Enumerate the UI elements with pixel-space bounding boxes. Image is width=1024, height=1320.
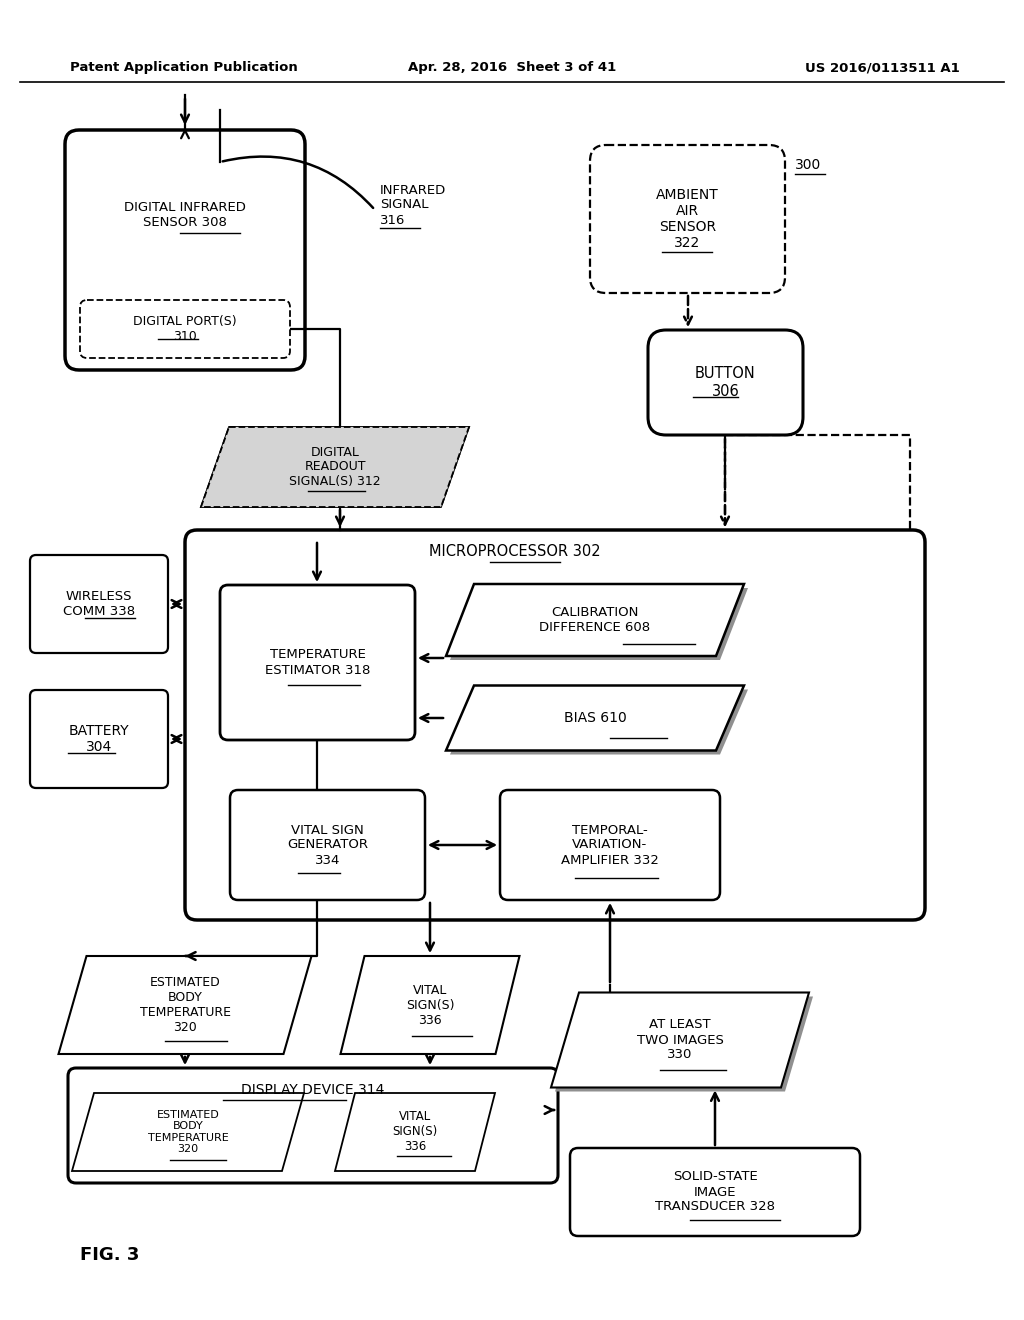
Text: 300: 300 (795, 158, 821, 172)
Text: DIGITAL PORT(S)
310: DIGITAL PORT(S) 310 (133, 315, 237, 343)
Text: WIRELESS
COMM 338: WIRELESS COMM 338 (62, 590, 135, 618)
Polygon shape (335, 1093, 495, 1171)
Text: BATTERY
304: BATTERY 304 (69, 723, 129, 754)
Text: DIGITAL
READOUT
SIGNAL(S) 312: DIGITAL READOUT SIGNAL(S) 312 (289, 446, 381, 488)
Text: BIAS 610: BIAS 610 (563, 711, 627, 725)
FancyBboxPatch shape (30, 690, 168, 788)
Polygon shape (450, 587, 748, 660)
Text: Patent Application Publication: Patent Application Publication (70, 62, 298, 74)
Polygon shape (201, 426, 469, 507)
Text: CALIBRATION
DIFFERENCE 608: CALIBRATION DIFFERENCE 608 (540, 606, 650, 634)
Text: BUTTON
306: BUTTON 306 (695, 366, 756, 399)
Polygon shape (446, 685, 744, 751)
Text: TEMPERATURE
ESTIMATOR 318: TEMPERATURE ESTIMATOR 318 (265, 648, 371, 676)
Polygon shape (72, 1093, 304, 1171)
FancyBboxPatch shape (230, 789, 425, 900)
Polygon shape (450, 689, 748, 755)
Polygon shape (551, 993, 809, 1088)
Polygon shape (201, 426, 469, 507)
Text: Apr. 28, 2016  Sheet 3 of 41: Apr. 28, 2016 Sheet 3 of 41 (408, 62, 616, 74)
Polygon shape (555, 997, 813, 1092)
Text: FIG. 3: FIG. 3 (80, 1246, 139, 1265)
FancyBboxPatch shape (220, 585, 415, 741)
FancyBboxPatch shape (68, 1068, 558, 1183)
FancyBboxPatch shape (590, 145, 785, 293)
Text: TEMPORAL-
VARIATION-
AMPLIFIER 332: TEMPORAL- VARIATION- AMPLIFIER 332 (561, 824, 658, 866)
Polygon shape (341, 956, 519, 1053)
Text: SOLID-STATE
IMAGE
TRANSDUCER 328: SOLID-STATE IMAGE TRANSDUCER 328 (655, 1171, 775, 1213)
FancyBboxPatch shape (648, 330, 803, 436)
Polygon shape (58, 956, 311, 1053)
Text: AT LEAST
TWO IMAGES
330: AT LEAST TWO IMAGES 330 (637, 1019, 723, 1061)
Text: DIGITAL INFRARED
SENSOR 308: DIGITAL INFRARED SENSOR 308 (124, 201, 246, 228)
FancyBboxPatch shape (500, 789, 720, 900)
FancyBboxPatch shape (570, 1148, 860, 1236)
Text: US 2016/0113511 A1: US 2016/0113511 A1 (805, 62, 961, 74)
Text: AMBIENT
AIR
SENSOR
322: AMBIENT AIR SENSOR 322 (656, 187, 719, 251)
Text: VITAL
SIGN(S)
336: VITAL SIGN(S) 336 (392, 1110, 437, 1154)
Text: MICROPROCESSOR 302: MICROPROCESSOR 302 (429, 544, 601, 560)
FancyBboxPatch shape (185, 531, 925, 920)
Text: DISPLAY DEVICE 314: DISPLAY DEVICE 314 (242, 1082, 385, 1097)
Polygon shape (446, 583, 744, 656)
Text: VITAL SIGN
GENERATOR
334: VITAL SIGN GENERATOR 334 (287, 824, 368, 866)
Text: ESTIMATED
BODY
TEMPERATURE
320: ESTIMATED BODY TEMPERATURE 320 (147, 1110, 228, 1155)
Text: INFRARED
SIGNAL
316: INFRARED SIGNAL 316 (380, 183, 446, 227)
FancyBboxPatch shape (30, 554, 168, 653)
Text: VITAL
SIGN(S)
336: VITAL SIGN(S) 336 (406, 983, 455, 1027)
FancyBboxPatch shape (80, 300, 290, 358)
FancyBboxPatch shape (65, 129, 305, 370)
Text: ESTIMATED
BODY
TEMPERATURE
320: ESTIMATED BODY TEMPERATURE 320 (139, 975, 230, 1034)
Text: DIGITAL
READOUT
SIGNAL(S) 312: DIGITAL READOUT SIGNAL(S) 312 (289, 446, 381, 488)
